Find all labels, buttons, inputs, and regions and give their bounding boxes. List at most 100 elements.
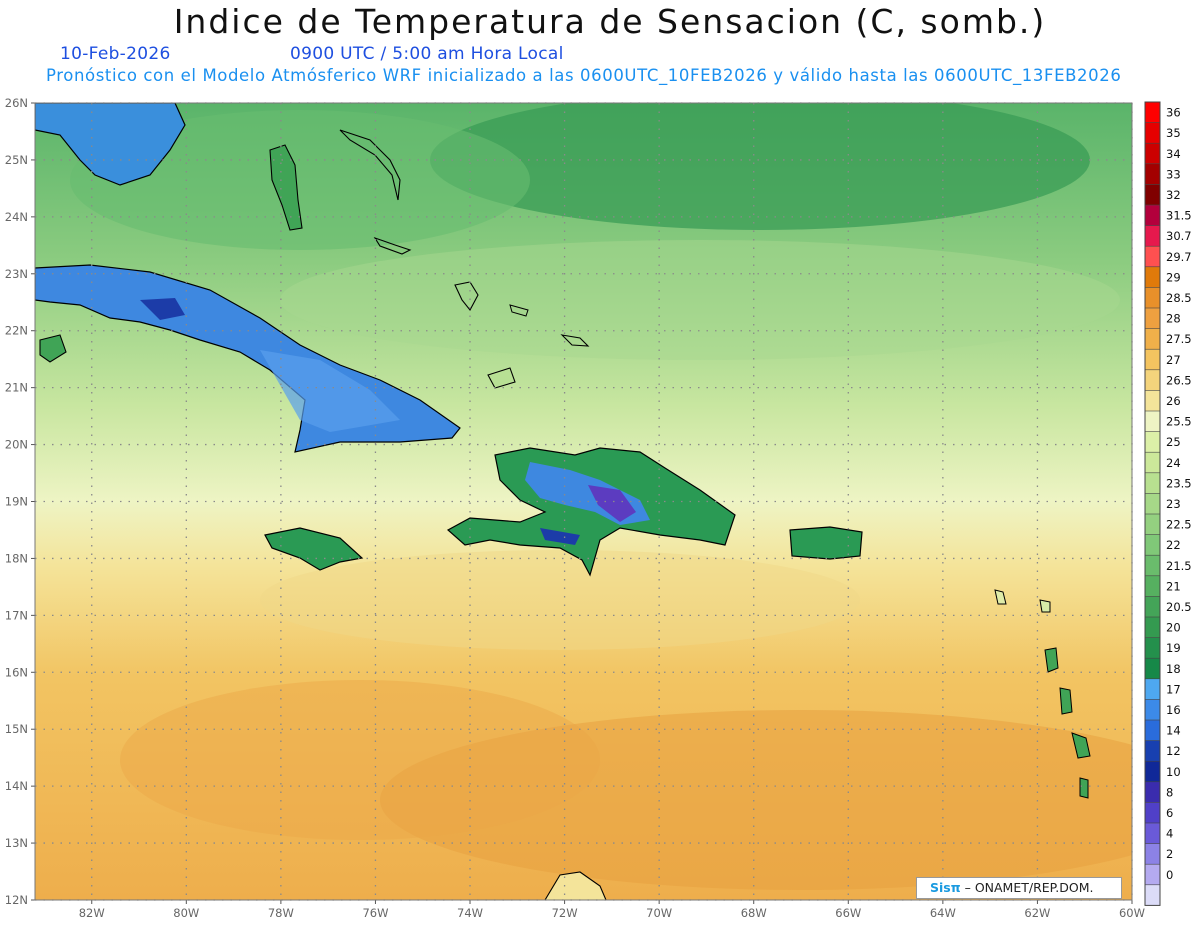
colorbar-label: 22.5 [1166, 518, 1192, 532]
lon-tick-label: 76W [362, 906, 388, 920]
colorbar-label: 36 [1166, 106, 1181, 120]
colorbar-swatch [1145, 163, 1160, 185]
colorbar-swatch [1145, 246, 1160, 267]
shaded-field [35, 103, 1132, 900]
colorbar-label: 10 [1166, 765, 1181, 779]
colorbar-swatch [1145, 225, 1160, 247]
colorbar-swatch [1145, 534, 1160, 556]
lat-tick-label: 12N [5, 893, 28, 907]
colorbar-label: 6 [1166, 806, 1173, 820]
colorbar-label: 26 [1166, 394, 1181, 408]
colorbar-swatch [1145, 575, 1160, 597]
colorbar-label: 29.7 [1166, 250, 1192, 264]
colorbar-frame [1144, 101, 1161, 906]
colorbar-label: 29 [1166, 270, 1181, 284]
lon-tick-label: 74W [457, 906, 483, 920]
colorbar-swatch [1145, 699, 1160, 720]
colorbar-swatch [1145, 102, 1160, 123]
sispi-brand: Sisπ [930, 880, 961, 895]
lon-tick-label: 64W [930, 906, 956, 920]
colorbar-swatch [1145, 884, 1160, 906]
colorbar-swatch [1145, 864, 1160, 885]
colorbar [1144, 101, 1161, 906]
colorbar-label: 27 [1166, 353, 1181, 367]
colorbar-label: 35 [1166, 126, 1181, 140]
colorbar-label: 27.5 [1166, 332, 1192, 346]
lat-tick-label: 21N [5, 381, 28, 395]
lon-tick-label: 80W [173, 906, 199, 920]
lat-tick-label: 25N [5, 153, 28, 167]
colorbar-swatch [1145, 843, 1160, 865]
colorbar-swatch [1145, 349, 1160, 370]
colorbar-swatch [1145, 720, 1160, 741]
colorbar-label: 23 [1166, 497, 1181, 511]
colorbar-label: 34 [1166, 147, 1181, 161]
colorbar-label: 16 [1166, 703, 1181, 717]
lat-tick-label: 13N [5, 836, 28, 850]
colorbar-label: 4 [1166, 827, 1173, 841]
colorbar-swatch [1145, 637, 1160, 659]
colorbar-label: 17 [1166, 682, 1181, 696]
lat-tick-label: 26N [5, 96, 28, 110]
colorbar-swatch [1145, 184, 1160, 205]
colorbar-label: 26.5 [1166, 373, 1192, 387]
map-frame [34, 102, 1133, 901]
colorbar-label: 14 [1166, 724, 1181, 738]
colorbar-swatch [1145, 823, 1160, 844]
colorbar-labels: 363534333231.530.729.72928.52827.52726.5… [1166, 106, 1192, 882]
colorbar-label: 2 [1166, 847, 1173, 861]
colorbar-swatch [1145, 761, 1160, 782]
lat-tick-label: 14N [5, 779, 28, 793]
colorbar-swatch [1145, 431, 1160, 453]
colorbar-swatch [1145, 452, 1160, 473]
lon-tick-label: 82W [79, 906, 105, 920]
colorbar-swatch [1145, 143, 1160, 164]
colorbar-swatch [1145, 781, 1160, 803]
colorbar-label: 32 [1166, 188, 1181, 202]
lon-tick-label: 62W [1024, 906, 1050, 920]
colorbar-label: 18 [1166, 662, 1181, 676]
colorbar-label: 28.5 [1166, 291, 1192, 305]
model-init-line: Pronóstico con el Modelo Atmósferico WRF… [46, 66, 1122, 85]
credit-org: – ONAMET/REP.DOM. [960, 880, 1094, 895]
colorbar-label: 22 [1166, 538, 1181, 552]
credit-box: Sisπ – ONAMET/REP.DOM. [916, 877, 1122, 899]
colorbar-swatch [1145, 493, 1160, 514]
colorbar-label: 23.5 [1166, 476, 1192, 490]
colorbar-label: 25 [1166, 435, 1181, 449]
lat-tick-label: 15N [5, 722, 28, 736]
colorbar-swatch [1145, 266, 1160, 288]
lat-tick-label: 20N [5, 438, 28, 452]
lat-tick-label: 18N [5, 551, 28, 565]
colorbar-swatch [1145, 740, 1160, 762]
lon-tick-label: 78W [268, 906, 294, 920]
colorbar-label: 0 [1166, 868, 1173, 882]
colorbar-swatch [1145, 287, 1160, 308]
colorbar-swatch [1145, 472, 1160, 494]
lat-tick-label: 22N [5, 324, 28, 338]
colorbar-label: 21.5 [1166, 559, 1192, 573]
colorbar-label: 25.5 [1166, 415, 1192, 429]
lat-tick-label: 17N [5, 608, 28, 622]
map-title: Indice de Temperatura de Sensacion (C, s… [173, 2, 1047, 41]
lon-tick-label: 72W [552, 906, 578, 920]
colorbar-swatch [1145, 678, 1160, 700]
colorbar-swatch [1145, 802, 1160, 823]
colorbar-swatch [1145, 514, 1160, 535]
lat-tick-label: 19N [5, 495, 28, 509]
colorbar-swatch [1145, 658, 1160, 679]
forecast-time: 0900 UTC / 5:00 am Hora Local [290, 44, 564, 64]
colorbar-swatch [1145, 596, 1160, 617]
lon-tick-labels: 82W 80W 78W 76W 74W 72W 70W 68W 66W 64W 62W 60W [79, 906, 1145, 920]
lon-tick-label: 68W [741, 906, 767, 920]
lat-tick-label: 24N [5, 210, 28, 224]
colorbar-swatch [1145, 308, 1160, 329]
colorbar-label: 20.5 [1166, 600, 1192, 614]
lon-tick-label: 70W [646, 906, 672, 920]
colorbar-label: 21 [1166, 579, 1181, 593]
colorbar-label: 19 [1166, 641, 1181, 655]
colorbar-label: 24 [1166, 456, 1181, 470]
colorbar-swatch [1145, 328, 1160, 350]
colorbar-swatch [1145, 205, 1160, 226]
colorbar-label: 20 [1166, 621, 1181, 635]
